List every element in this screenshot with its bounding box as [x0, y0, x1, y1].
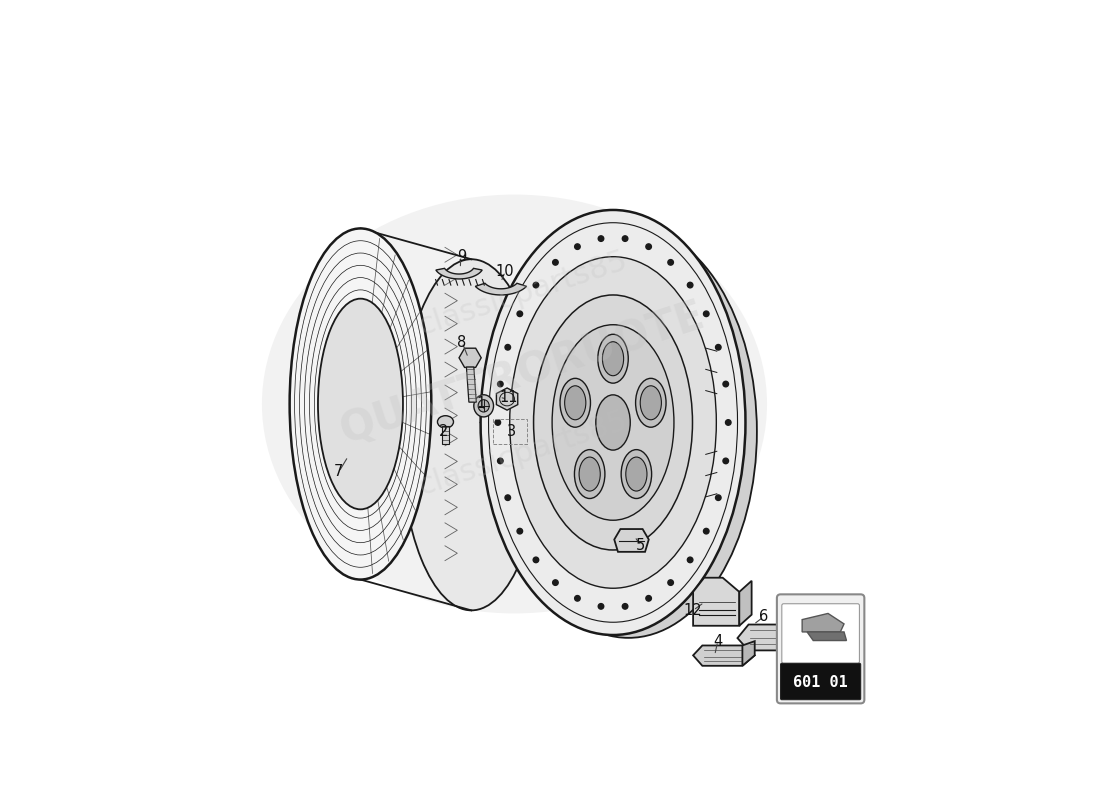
- Circle shape: [715, 345, 722, 350]
- Circle shape: [574, 244, 580, 250]
- Ellipse shape: [574, 450, 605, 498]
- Ellipse shape: [400, 259, 542, 610]
- Ellipse shape: [478, 400, 490, 412]
- Circle shape: [534, 557, 539, 562]
- Polygon shape: [475, 283, 527, 295]
- Ellipse shape: [560, 378, 591, 427]
- Circle shape: [646, 244, 651, 250]
- Text: 6: 6: [759, 609, 769, 624]
- Polygon shape: [737, 625, 792, 650]
- Polygon shape: [459, 348, 481, 367]
- Ellipse shape: [509, 257, 716, 588]
- Circle shape: [704, 311, 710, 317]
- Text: 4: 4: [713, 634, 723, 649]
- Text: 601 01: 601 01: [793, 675, 848, 690]
- Text: 8: 8: [458, 335, 466, 350]
- FancyBboxPatch shape: [782, 604, 859, 663]
- Polygon shape: [802, 614, 844, 632]
- Polygon shape: [466, 367, 476, 402]
- Circle shape: [668, 580, 673, 586]
- Text: 2: 2: [439, 424, 449, 439]
- Circle shape: [688, 557, 693, 562]
- Text: 9: 9: [458, 249, 466, 264]
- Circle shape: [715, 495, 722, 501]
- Ellipse shape: [481, 210, 746, 635]
- Polygon shape: [693, 646, 755, 666]
- Circle shape: [688, 282, 693, 288]
- Circle shape: [646, 595, 651, 601]
- Circle shape: [668, 259, 673, 265]
- Polygon shape: [739, 581, 751, 626]
- Circle shape: [623, 603, 628, 609]
- Ellipse shape: [318, 298, 403, 510]
- Circle shape: [574, 595, 580, 601]
- Text: 12: 12: [684, 603, 703, 618]
- Ellipse shape: [500, 226, 757, 638]
- Ellipse shape: [289, 229, 431, 579]
- Ellipse shape: [597, 334, 628, 383]
- Circle shape: [505, 495, 510, 501]
- Circle shape: [497, 382, 503, 387]
- Circle shape: [505, 345, 510, 350]
- Circle shape: [598, 236, 604, 242]
- Ellipse shape: [579, 457, 601, 491]
- Ellipse shape: [552, 325, 674, 520]
- Polygon shape: [436, 268, 482, 279]
- Polygon shape: [442, 426, 449, 444]
- Polygon shape: [496, 388, 518, 410]
- Circle shape: [723, 382, 728, 387]
- Text: 11: 11: [499, 390, 518, 406]
- Ellipse shape: [626, 457, 647, 491]
- Circle shape: [723, 458, 728, 464]
- Ellipse shape: [596, 395, 630, 450]
- Polygon shape: [742, 641, 755, 666]
- Polygon shape: [614, 529, 649, 552]
- Circle shape: [598, 603, 604, 609]
- Ellipse shape: [603, 342, 624, 376]
- Circle shape: [495, 420, 500, 426]
- FancyBboxPatch shape: [781, 663, 860, 700]
- Ellipse shape: [262, 194, 767, 614]
- Polygon shape: [807, 632, 847, 641]
- Ellipse shape: [534, 295, 693, 550]
- Text: 7: 7: [334, 464, 343, 479]
- Circle shape: [497, 458, 503, 464]
- Circle shape: [517, 528, 522, 534]
- Circle shape: [704, 528, 710, 534]
- Text: classicparts85: classicparts85: [415, 246, 631, 341]
- Text: 5: 5: [636, 538, 646, 553]
- Ellipse shape: [621, 450, 651, 498]
- Text: QUATTRORUOTE: QUATTRORUOTE: [336, 294, 711, 452]
- Ellipse shape: [640, 386, 661, 420]
- Circle shape: [552, 259, 558, 265]
- Ellipse shape: [636, 378, 666, 427]
- Ellipse shape: [438, 416, 453, 428]
- Polygon shape: [693, 578, 739, 626]
- Text: classicparts85: classicparts85: [415, 406, 631, 501]
- Circle shape: [726, 420, 732, 426]
- Ellipse shape: [564, 386, 586, 420]
- Circle shape: [623, 236, 628, 242]
- Text: 1: 1: [476, 397, 485, 411]
- Circle shape: [552, 580, 558, 586]
- FancyBboxPatch shape: [777, 594, 865, 703]
- Text: 10: 10: [496, 264, 515, 279]
- Ellipse shape: [474, 394, 494, 417]
- Circle shape: [517, 311, 522, 317]
- Text: 3: 3: [507, 424, 516, 439]
- Circle shape: [534, 282, 539, 288]
